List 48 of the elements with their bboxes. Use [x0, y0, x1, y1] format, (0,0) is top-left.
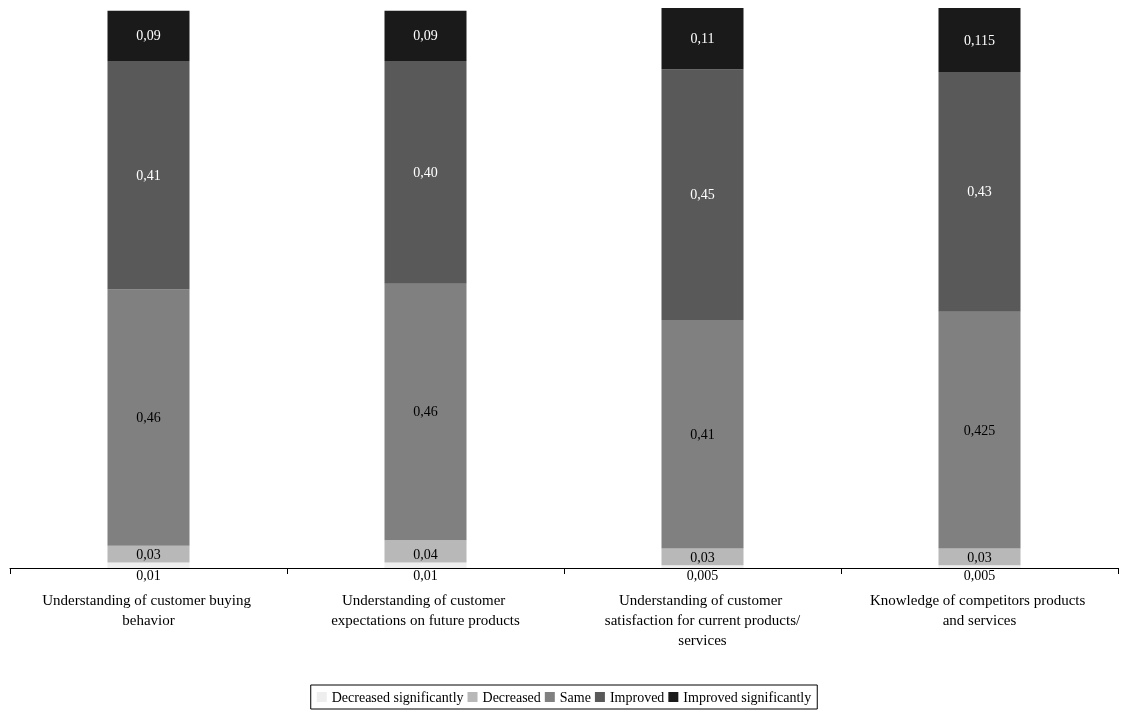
legend-label: Improved significantly — [683, 689, 812, 705]
bar — [938, 548, 1021, 566]
data-label: 0,03 — [967, 549, 992, 565]
bar — [384, 10, 467, 61]
bar — [384, 540, 467, 563]
bar — [661, 548, 744, 566]
data-label: 0,03 — [136, 546, 161, 562]
data-label: 0,45 — [690, 187, 715, 203]
data-label: 0,40 — [413, 164, 438, 180]
data-label: 0,425 — [963, 422, 996, 438]
legend-label: Decreased — [482, 689, 541, 705]
data-label: 0,46 — [136, 410, 161, 426]
bar — [384, 60, 467, 284]
bar — [384, 562, 467, 568]
data-label: 0,09 — [136, 28, 161, 44]
data-label: 0,46 — [413, 404, 438, 420]
bar — [661, 565, 744, 568]
data-label: 0,04 — [413, 546, 438, 562]
bar — [661, 8, 744, 70]
data-label: 0,03 — [690, 549, 715, 565]
bar — [938, 8, 1021, 73]
legend-label: Decreased significantly — [331, 689, 464, 705]
legend-label: Improved — [609, 689, 665, 705]
bar — [938, 72, 1021, 312]
x-tick-label: Understanding of customer satisfaction for current products/services — [604, 592, 801, 648]
bar — [384, 283, 467, 541]
bar — [938, 311, 1021, 549]
x-tick-label: Knowledge of competitors products and services — [869, 592, 1090, 628]
x-tick-label: Understanding of customer buying behavior — [42, 592, 255, 628]
data-label: 0,01 — [413, 567, 438, 583]
data-label: 0,11 — [690, 31, 715, 47]
bar — [938, 565, 1021, 568]
bar — [107, 60, 190, 290]
bar — [661, 320, 744, 549]
data-label: 0,41 — [690, 426, 715, 442]
bar — [107, 562, 190, 568]
bar — [661, 69, 744, 321]
data-label: 0,005 — [686, 567, 719, 583]
data-label: 0,43 — [967, 184, 992, 200]
data-label: 0,005 — [963, 567, 996, 583]
data-label: 0,01 — [136, 567, 161, 583]
data-label: 0,115 — [964, 32, 995, 48]
bar — [107, 10, 190, 61]
data-label: 0,41 — [136, 167, 161, 183]
bar — [107, 289, 190, 546]
x-tick-label: Understanding of customer expectations on future products — [331, 592, 520, 628]
legend-label: Same — [559, 689, 591, 705]
data-label: 0,09 — [413, 28, 438, 44]
